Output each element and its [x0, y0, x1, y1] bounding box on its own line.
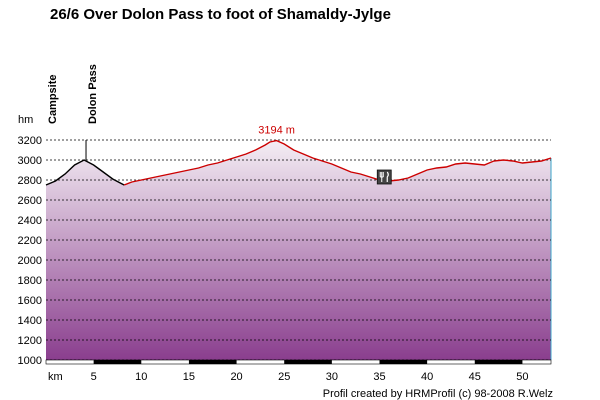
y-tick-label-2800: 2800: [18, 175, 42, 187]
x-tick-label-35: 35: [373, 371, 385, 383]
y-tick-label-3200: 3200: [18, 135, 42, 147]
waypoint-label-1: Campsite: [47, 74, 59, 124]
x-tick-label-40: 40: [421, 371, 433, 383]
x-axis-band-segment-5: [93, 360, 142, 364]
x-tick-label-10: 10: [135, 371, 147, 383]
y-tick-label-1600: 1600: [18, 295, 42, 307]
profile-area: [46, 140, 551, 360]
x-tick-label-50: 50: [516, 371, 528, 383]
x-tick-label-20: 20: [230, 371, 242, 383]
x-tick-label-30: 30: [326, 371, 338, 383]
restaurant-icon-box: [376, 169, 392, 185]
chart-title: 26/6 Over Dolon Pass to foot of Shamaldy…: [50, 6, 391, 23]
y-tick-label-1400: 1400: [18, 315, 42, 327]
x-axis-band-segment-35: [379, 360, 428, 364]
profile-line-1: [45, 159, 125, 186]
x-tick-label-45: 45: [469, 371, 481, 383]
x-tick-label-25: 25: [278, 371, 290, 383]
y-tick-label-2000: 2000: [18, 255, 42, 267]
y-tick-label-3000: 3000: [18, 155, 42, 167]
fork-glyph: [379, 172, 384, 182]
profile-line-2: [123, 139, 552, 186]
y-tick-label-1800: 1800: [18, 275, 42, 287]
x-axis-band-segment-45: [474, 360, 523, 364]
y-tick-label-1200: 1200: [18, 335, 42, 347]
restaurant-icon: [376, 169, 392, 185]
peak-elevation-label: 3194 m: [258, 125, 295, 137]
x-tick-label-15: 15: [183, 371, 195, 383]
y-tick-label-2600: 2600: [18, 195, 42, 207]
y-axis-label: hm: [18, 114, 33, 126]
x-axis-band-segment-25: [284, 360, 332, 364]
waypoint-label-2: Dolon Pass: [87, 64, 99, 124]
x-axis-band-segment-15: [188, 360, 237, 364]
y-tick-label-1000: 1000: [18, 355, 42, 367]
credit-text: Profil created by HRMProfil (c) 98-2008 …: [323, 388, 553, 400]
knife-glyph: [386, 171, 389, 182]
x-axis-label: km: [48, 371, 63, 383]
y-tick-label-2400: 2400: [18, 215, 42, 227]
y-tick-label-2200: 2200: [18, 235, 42, 247]
x-tick-label-5: 5: [91, 371, 97, 383]
